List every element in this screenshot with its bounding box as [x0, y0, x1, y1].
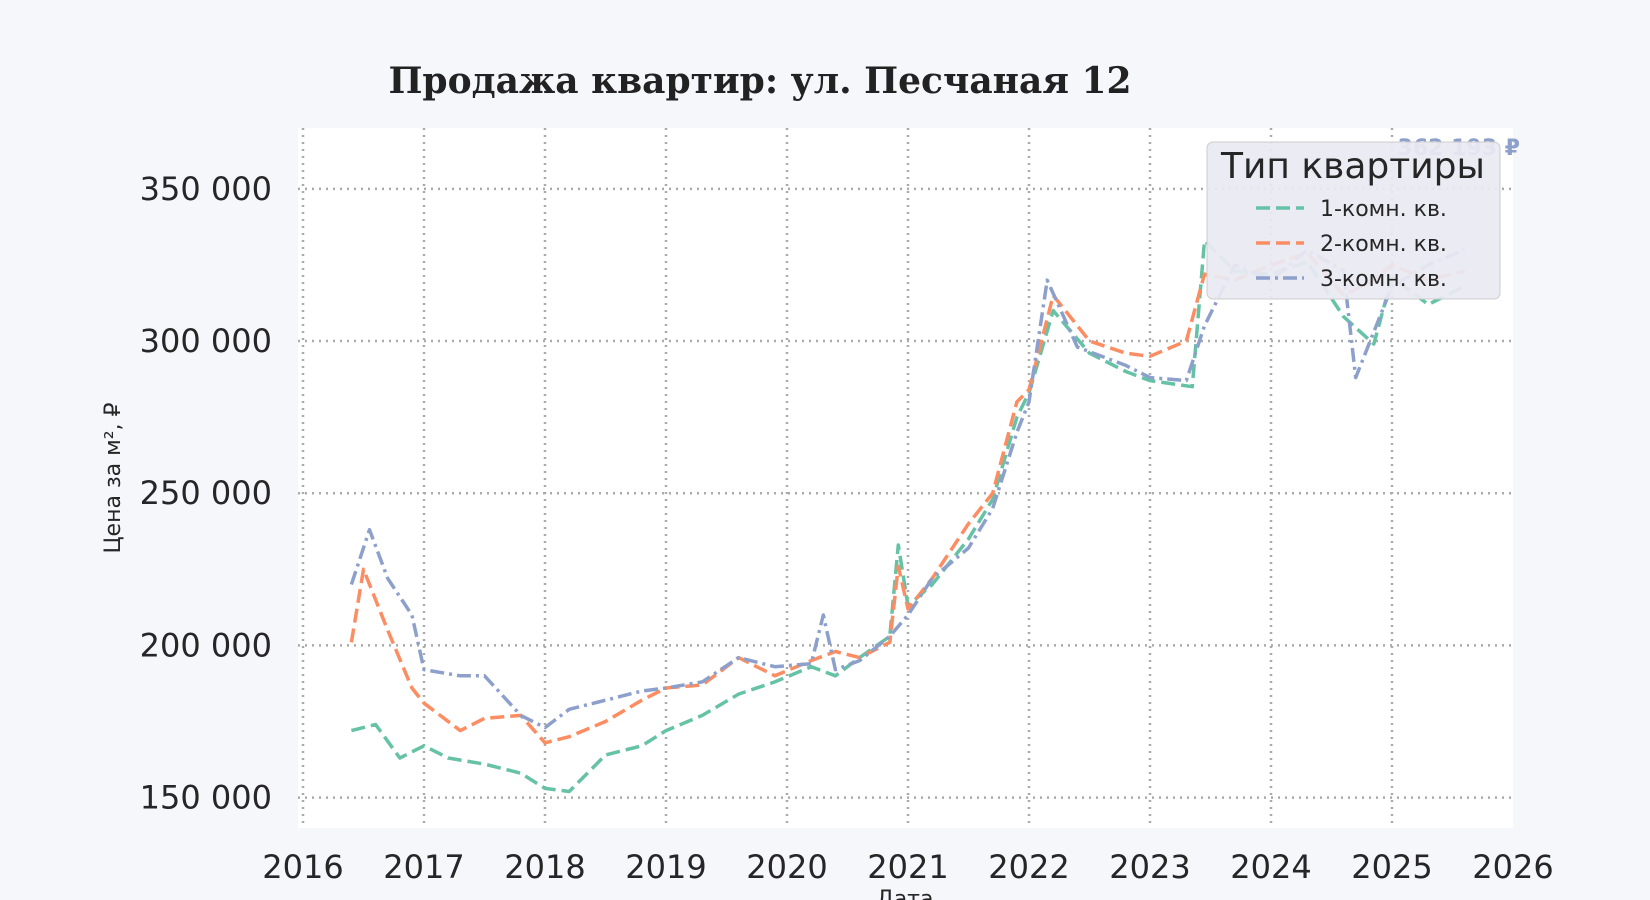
- y-tick-label: 250 000: [140, 474, 272, 512]
- legend-label: 2-комн. кв.: [1320, 232, 1447, 257]
- y-tick-label: 200 000: [140, 626, 272, 664]
- x-tick-label: 2021: [867, 848, 948, 886]
- legend: Тип квартиры 1-комн. кв. 2-комн. кв. 3-ком…: [1206, 141, 1501, 300]
- series-line-1: [350, 238, 1466, 794]
- x-tick-label: 2017: [383, 848, 464, 886]
- y-tick-label: 300 000: [140, 322, 272, 360]
- y-axis-ticks: 150 000 200 000 250 000 300 000 350 000: [140, 170, 272, 817]
- x-tick-label: 2025: [1351, 848, 1432, 886]
- x-tick-label: 2018: [504, 848, 585, 886]
- legend-title: Тип квартиры: [1220, 146, 1485, 187]
- x-tick-label: 2024: [1230, 848, 1311, 886]
- grid-lines: [298, 128, 1513, 828]
- x-tick-label: 2022: [988, 848, 1069, 886]
- x-axis-ticks: 2016 2017 2018 2019 2020 2021 2022 2023 2024 2025…: [262, 848, 1553, 886]
- x-tick-label: 2020: [746, 848, 827, 886]
- legend-items: 1-комн. кв. 2-комн. кв. 3-комн. кв.: [1256, 197, 1447, 292]
- y-tick-label: 150 000: [140, 779, 272, 817]
- legend-label: 3-комн. кв.: [1320, 267, 1447, 292]
- x-tick-label: 2016: [262, 848, 343, 886]
- legend-label: 1-комн. кв.: [1320, 197, 1447, 222]
- chart-title: Продажа квартир: ул. Песчаная 12: [388, 60, 1131, 102]
- legend-box: [1206, 141, 1501, 300]
- y-axis-label: Цена за м², ₽: [101, 402, 126, 553]
- x-tick-label: 2019: [625, 848, 706, 886]
- x-axis-label: Дата: [877, 887, 934, 900]
- x-tick-label: 2026: [1472, 848, 1553, 886]
- y-tick-label: 350 000: [140, 170, 272, 208]
- x-tick-label: 2023: [1109, 848, 1190, 886]
